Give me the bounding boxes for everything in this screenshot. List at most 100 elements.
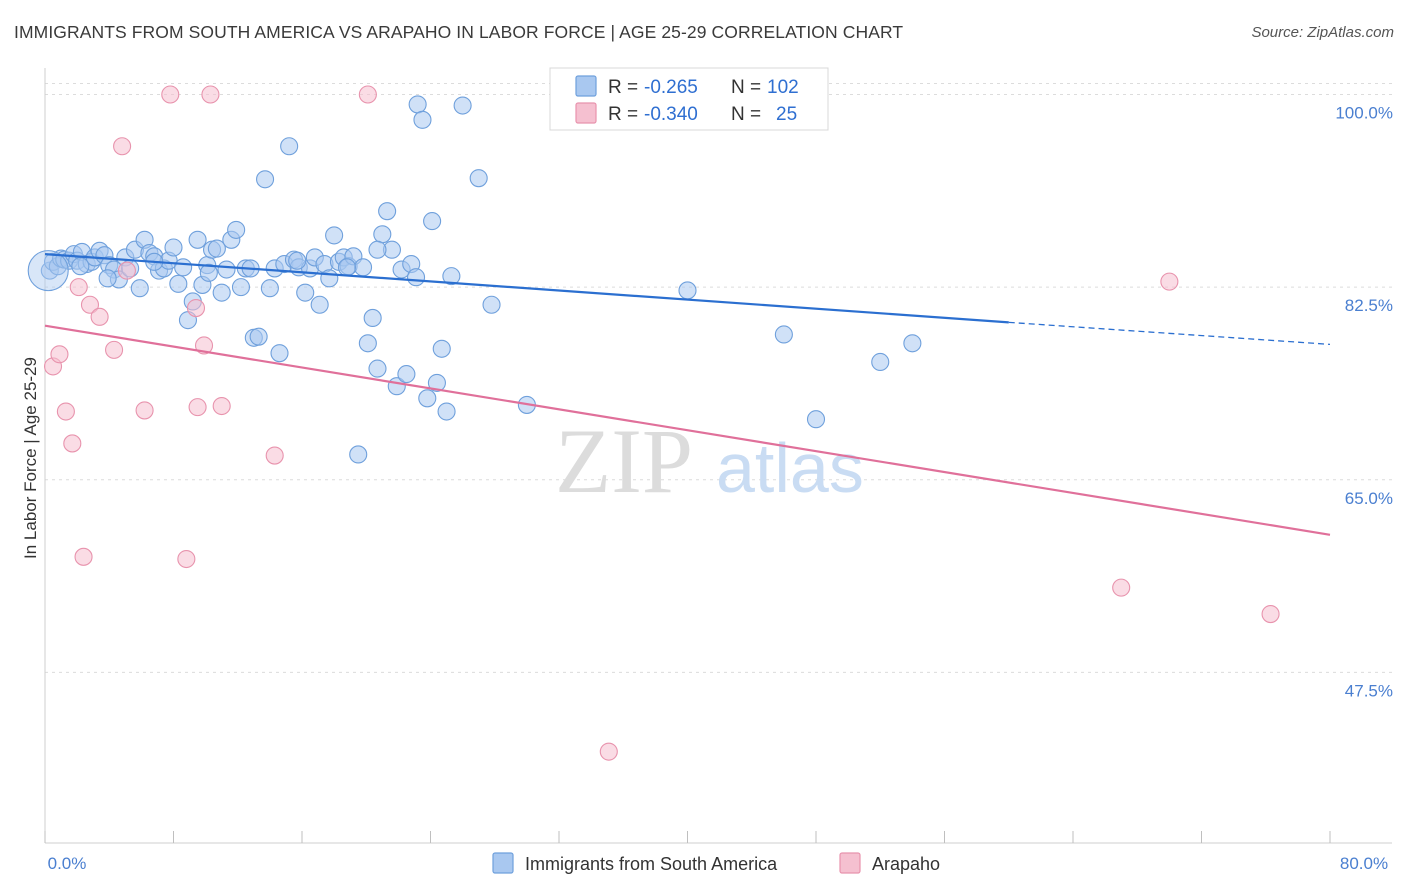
immigrants-point — [418, 389, 437, 408]
immigrants-point — [903, 334, 922, 353]
trend-lines — [44, 253, 1331, 536]
immigrants-point — [358, 334, 377, 353]
immigrants-point — [423, 212, 442, 231]
stats-legend-n-value-blue: 102 — [767, 77, 799, 98]
y-axis-label: In Labor Force | Age 25-29 — [21, 357, 40, 559]
immigrants-point — [806, 410, 826, 429]
stats-legend-n-label-pink: N = — [731, 104, 761, 125]
immigrants-point — [427, 373, 446, 392]
chart-title: IMMIGRANTS FROM SOUTH AMERICA VS ARAPAHO… — [14, 22, 904, 42]
immigrants-point — [469, 169, 488, 188]
stats-legend-n-value-pink: 25 — [776, 104, 797, 125]
immigrants-point — [270, 344, 289, 363]
arapaho-point — [117, 261, 136, 280]
immigrants-point — [349, 445, 368, 464]
immigrants-point — [227, 220, 246, 239]
axes — [44, 68, 1392, 844]
immigrants-trend-line — [44, 253, 1009, 324]
immigrants-point — [774, 325, 793, 344]
arapaho-point — [161, 85, 180, 104]
arapaho-point — [90, 307, 109, 326]
arapaho-point — [69, 278, 88, 297]
stats-legend-r-label-pink: R = — [608, 104, 638, 125]
arapaho-point — [186, 299, 206, 318]
stats-legend: R = -0.265 N = 102 R = -0.340 N = 25 — [549, 67, 829, 131]
arapaho-point — [135, 401, 154, 420]
arapaho-point — [177, 549, 196, 569]
immigrants-point — [373, 225, 392, 244]
y-tick-label: 100.0% — [1335, 104, 1393, 123]
source-label: Source: ZipAtlas.com — [1251, 24, 1394, 41]
arapaho-point — [358, 85, 377, 104]
arapaho-point — [1261, 605, 1280, 624]
immigrants-point — [871, 352, 890, 372]
immigrants-point — [174, 258, 193, 277]
stats-legend-r-label-blue: R = — [608, 77, 638, 98]
immigrants-point — [353, 258, 373, 277]
watermark-atlas: atlas — [716, 429, 864, 507]
immigrants-point — [249, 327, 268, 346]
watermark-zip: ZIP — [555, 410, 693, 512]
x-tick-label: 0.0% — [48, 854, 87, 873]
arapaho-point — [194, 336, 214, 355]
arapaho-point — [50, 345, 69, 364]
arapaho-point — [105, 340, 124, 359]
arapaho-trend-line — [44, 324, 1331, 536]
series-legend: Immigrants from South America Arapaho — [492, 852, 940, 874]
immigrants-point — [199, 263, 218, 282]
stats-legend-swatch-pink — [575, 102, 597, 124]
immigrants-point — [368, 359, 387, 378]
arapaho-point — [113, 137, 132, 156]
arapaho-point — [56, 402, 75, 421]
immigrants-point — [164, 238, 183, 257]
y-tick-label: 65.0% — [1345, 489, 1393, 508]
arapaho-point — [1160, 272, 1179, 291]
immigrants-point — [130, 279, 149, 298]
immigrants-point — [437, 402, 456, 421]
arapaho-point — [212, 396, 231, 416]
immigrants-point — [337, 258, 357, 277]
immigrants-point — [325, 226, 344, 245]
stats-legend-r-value-blue: -0.265 — [644, 77, 698, 98]
arapaho-point — [74, 547, 93, 566]
immigrants-point — [408, 95, 427, 114]
immigrants-point — [296, 283, 315, 302]
arapaho-point — [188, 398, 207, 417]
immigrants-point — [98, 269, 117, 288]
immigrants-point — [363, 308, 382, 328]
immigrants-point — [482, 295, 501, 314]
immigrants-point-large — [27, 250, 69, 292]
immigrants-point — [169, 274, 188, 293]
immigrants-point — [442, 267, 461, 286]
immigrants-point — [71, 257, 90, 276]
immigrants-point — [217, 260, 236, 279]
immigrants-point — [432, 339, 451, 358]
stats-legend-r-value-pink: -0.340 — [644, 104, 698, 125]
series-legend-label-arapaho: Arapaho — [872, 854, 940, 874]
arapaho-point — [599, 742, 618, 761]
immigrants-point — [256, 170, 275, 189]
immigrants-point — [397, 365, 416, 384]
immigrants-point — [406, 268, 426, 287]
series-immigrants-points — [27, 95, 922, 464]
immigrants-point — [207, 239, 226, 258]
gridlines — [45, 83, 1392, 673]
watermark: ZIP atlas — [555, 410, 864, 512]
immigrants-point — [260, 279, 279, 298]
immigrants-point — [678, 281, 697, 300]
series-legend-label-immigrants: Immigrants from South America — [525, 854, 778, 874]
immigrants-point — [188, 230, 207, 249]
immigrants-point — [280, 137, 299, 156]
immigrants-trend-line-dashed — [1008, 321, 1331, 346]
y-tick-label: 82.5% — [1345, 296, 1393, 315]
immigrants-point — [288, 251, 307, 270]
immigrants-point — [453, 96, 472, 115]
arapaho-point — [1112, 578, 1131, 597]
arapaho-point — [201, 85, 220, 104]
y-tick-label: 47.5% — [1345, 681, 1393, 700]
arapaho-point — [265, 446, 284, 465]
series-legend-swatch-arapaho — [839, 852, 861, 874]
immigrants-point — [378, 202, 397, 221]
arapaho-point — [80, 295, 100, 314]
